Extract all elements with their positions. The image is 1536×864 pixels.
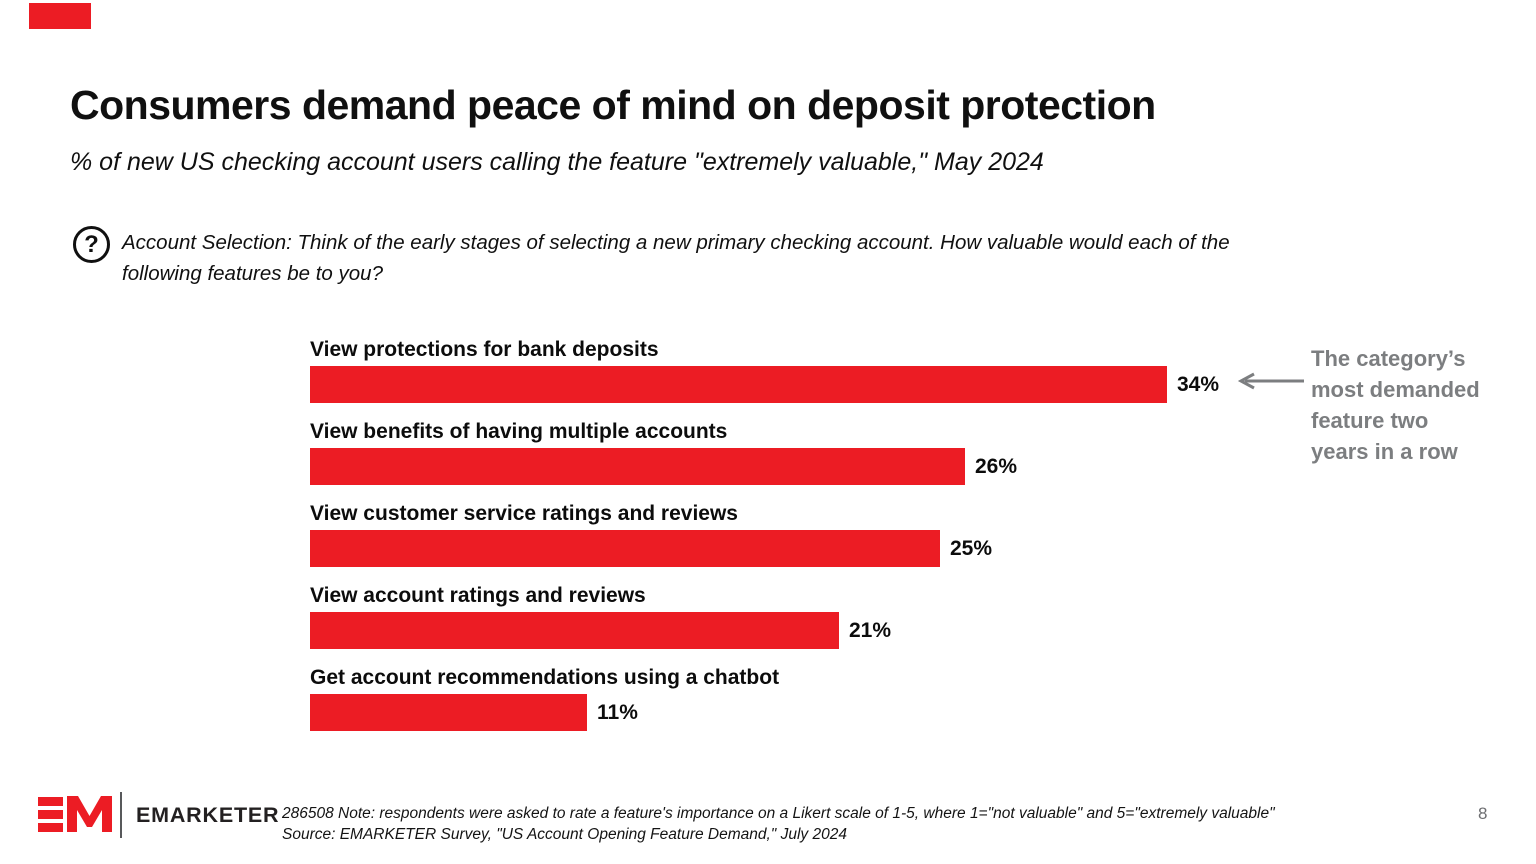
bar-category-label: View customer service ratings and review…	[310, 502, 738, 525]
survey-question-text: Account Selection: Think of the early st…	[122, 231, 1230, 285]
chart-row: Get account recommendations using a chat…	[310, 666, 1310, 748]
chart-row: View account ratings and reviews 21%	[310, 584, 1310, 666]
footnote-source-line: Source: EMARKETER Survey, "US Account Op…	[282, 825, 847, 843]
bar-chart: View protections for bank deposits 34% V…	[310, 338, 1310, 748]
left-arrow-icon	[1237, 372, 1304, 390]
bar	[310, 530, 940, 567]
chart-row: View protections for bank deposits 34%	[310, 338, 1310, 420]
question-mark-glyph: ?	[84, 230, 99, 258]
chart-subtitle: % of new US checking account users calli…	[70, 148, 1044, 176]
footnote-note-line: 286508 Note: respondents were asked to r…	[282, 805, 1275, 822]
chart-annotation: The category’s most demanded feature two…	[1311, 346, 1480, 464]
bar-value-label: 25%	[950, 536, 993, 560]
bar-track: 11%	[310, 694, 1310, 731]
chart-footnote: 286508 Note: respondents were asked to r…	[282, 804, 1402, 845]
bar-category-label: View benefits of having multiple account…	[310, 420, 728, 443]
bar-category-label: View protections for bank deposits	[310, 338, 659, 361]
bar	[310, 448, 965, 485]
bar-category-label: Get account recommendations using a chat…	[310, 666, 780, 689]
bar-value-label: 34%	[1177, 372, 1220, 396]
em-logo-mark-icon	[38, 792, 122, 838]
bar-track: 34%	[310, 366, 1310, 403]
bar-track: 25%	[310, 530, 1310, 567]
bar-value-label: 26%	[975, 454, 1018, 478]
chart-row: View benefits of having multiple account…	[310, 420, 1310, 502]
brand-accent-rectangle	[29, 3, 91, 29]
bar-value-label: 11%	[597, 700, 638, 724]
bar-track: 21%	[310, 612, 1310, 649]
page-title: Consumers demand peace of mind on deposi…	[70, 82, 1156, 128]
page-number: 8	[1478, 804, 1488, 823]
bar	[310, 694, 587, 731]
bar-track: 26%	[310, 448, 1310, 485]
bar-value-label: 21%	[849, 618, 892, 642]
bar	[310, 366, 1167, 403]
bar-category-label: View account ratings and reviews	[310, 584, 646, 607]
emarketer-wordmark: EMARKETER	[136, 803, 280, 827]
question-mark-icon: ?	[73, 226, 110, 263]
emarketer-logo: EMARKETER	[36, 792, 279, 838]
chart-row: View customer service ratings and review…	[310, 502, 1310, 584]
bar	[310, 612, 839, 649]
